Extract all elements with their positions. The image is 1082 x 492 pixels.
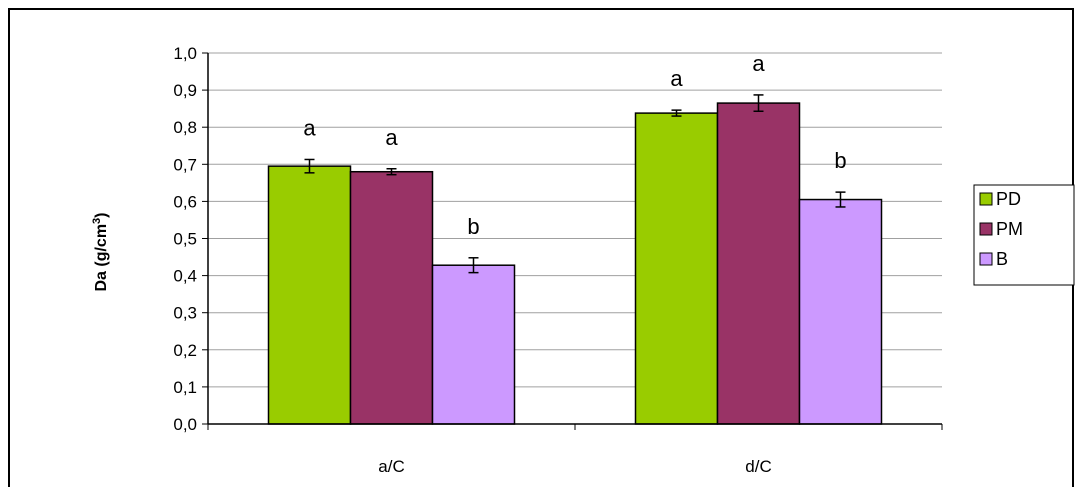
legend-swatch — [979, 252, 993, 266]
bar — [349, 170, 434, 425]
bars: a a b a a b — [267, 51, 883, 425]
y-axis-label-main: Da (g/cm — [93, 224, 110, 292]
y-tick-label: 0,6 — [173, 192, 197, 211]
significance-letter: b — [834, 148, 846, 173]
bar — [267, 165, 352, 425]
significance-letter: a — [752, 51, 765, 76]
y-axis-label: Da (g/cm3) — [91, 212, 110, 291]
legend-swatch — [979, 222, 993, 236]
x-tick-label: d/C — [745, 457, 771, 476]
significance-letter: a — [303, 115, 316, 140]
x-tick-label: a/C — [378, 457, 404, 476]
legend-label: B — [996, 249, 1008, 269]
y-axis-label-end: ) — [93, 212, 110, 217]
y-tick-label: 0,5 — [173, 230, 197, 249]
significance-letter: a — [385, 125, 398, 150]
axes: 0,0 0,1 0,2 0,3 0,4 0,5 0,6 0,7 0,8 0,9 1,0 a/C d/C — [173, 44, 943, 476]
bar — [634, 112, 719, 425]
y-tick-label: 0,2 — [173, 341, 197, 360]
y-tick-label: 0,4 — [173, 267, 197, 286]
y-tick-label: 0,8 — [173, 118, 197, 137]
y-tick-label: 0,7 — [173, 155, 197, 174]
y-tick-label: 0,3 — [173, 304, 197, 323]
significance-letter: a — [670, 66, 683, 91]
y-tick-label: 0,9 — [173, 81, 197, 100]
y-axis-label-sup: 3 — [91, 218, 103, 224]
y-tick-label: 1,0 — [173, 44, 197, 63]
y-tick-label: 0,0 — [173, 415, 197, 434]
legend-swatch — [979, 192, 993, 206]
bar — [431, 264, 516, 425]
chart-frame — [8, 8, 1074, 492]
bar — [716, 102, 801, 425]
legend: PD PM B — [973, 184, 1075, 286]
legend-label: PD — [996, 189, 1021, 209]
significance-letter: b — [467, 214, 479, 239]
bar — [798, 198, 883, 425]
y-tick-label: 0,1 — [173, 378, 197, 397]
legend-label: PM — [996, 219, 1023, 239]
